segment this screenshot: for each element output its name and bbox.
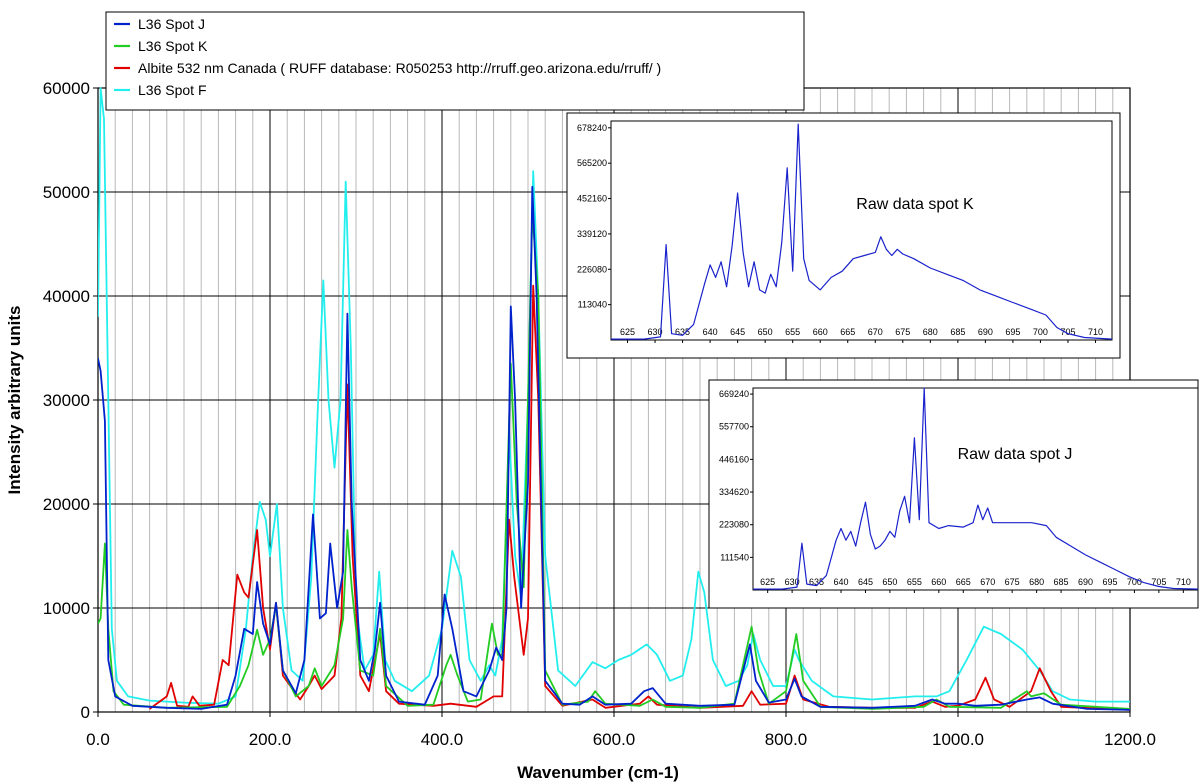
inset-x-tick-label: 625 — [760, 577, 775, 587]
inset-x-tick-label: 675 — [1005, 577, 1020, 587]
inset-x-tick-label: 655 — [907, 577, 922, 587]
inset-x-tick-label: 640 — [834, 577, 849, 587]
inset-plot-border — [752, 387, 1199, 591]
inset-x-tick-label: 670 — [868, 327, 883, 337]
x-axis-ticks: 0.0 200.0 400.0 600.0 800.0 1000.0 1200.0 — [86, 712, 1156, 749]
inset-spot-k: 113040 226080 339120 452160 565200 678240 625 6… — [566, 112, 1121, 359]
x-tick-label: 1200.0 — [1104, 730, 1156, 749]
x-tick-label: 600.0 — [593, 730, 636, 749]
inset-x-tick-label: 685 — [1054, 577, 1069, 587]
inset-x-tick-label: 660 — [813, 327, 828, 337]
inset-y-tick-label: 226080 — [577, 264, 607, 274]
inset-x-tick-label: 685 — [950, 327, 965, 337]
inset-y-tick-label: 669240 — [719, 389, 749, 399]
y-tick-label: 30000 — [43, 391, 90, 410]
inset-x-tick-label: 630 — [785, 577, 800, 587]
inset-y-tick-label: 678240 — [577, 123, 607, 133]
y-tick-label: 60000 — [43, 79, 90, 98]
x-tick-label: 400.0 — [421, 730, 464, 749]
y-tick-label: 20000 — [43, 495, 90, 514]
x-axis-title: Wavenumber (cm-1) — [517, 763, 679, 782]
y-axis-ticks: 0 10000 20000 30000 40000 50000 60000 — [43, 79, 98, 722]
inset-y-tick-label: 446160 — [719, 454, 749, 464]
inset-x-tick-label: 665 — [956, 577, 971, 587]
inset-title: Raw data spot K — [856, 196, 974, 213]
inset-y-tick-label: 452160 — [577, 194, 607, 204]
inset-y-tick-label: 339120 — [577, 229, 607, 239]
inset-x-tick-label: 630 — [648, 327, 663, 337]
inset-x-tick-label: 650 — [758, 327, 773, 337]
legend-box — [105, 11, 805, 111]
inset-y-tick-label: 113040 — [578, 300, 607, 310]
inset-frame — [566, 112, 1121, 359]
inset-x-tick-label: 705 — [1060, 327, 1075, 337]
inset-y-tick-label: 334620 — [719, 487, 749, 497]
inset-x-tick-label: 680 — [923, 327, 938, 337]
inset-spectrum-line — [753, 387, 1199, 590]
inset-x-tick-label: 665 — [840, 327, 855, 337]
legend-label: Albite 532 nm Canada ( RUFF database: R0… — [138, 60, 661, 76]
inset-x-tick-label: 680 — [1029, 577, 1044, 587]
x-tick-label: 0.0 — [86, 730, 110, 749]
series-layer — [98, 87, 1130, 711]
legend: L36 Spot J L36 Spot K Albite 532 nm Canada… — [105, 11, 805, 111]
inset-y-tick-label: 565200 — [577, 158, 607, 168]
inset-x-tick-label: 695 — [1005, 327, 1020, 337]
y-tick-label: 40000 — [43, 287, 90, 306]
y-tick-label: 50000 — [43, 183, 90, 202]
y-axis-title: Intensity arbitrary units — [5, 306, 24, 495]
inset-x-tick-label: 640 — [703, 327, 718, 337]
inset-x-tick-label: 655 — [785, 327, 800, 337]
inset-y-tick-label: 557700 — [719, 422, 749, 432]
inset-x-tick-label: 690 — [1078, 577, 1093, 587]
legend-label: L36 Spot K — [138, 38, 208, 54]
series-line-l36-spot-k — [98, 211, 1130, 710]
inset-x-tick-label: 710 — [1176, 577, 1191, 587]
inset-x-tick-label: 700 — [1033, 327, 1048, 337]
inset-spectrum-line — [611, 123, 1113, 340]
legend-label: L36 Spot F — [138, 82, 207, 98]
inset-title: Raw data spot J — [958, 446, 1073, 463]
inset-x-tick-label: 650 — [882, 577, 897, 587]
inset-x-tick-label: 675 — [895, 327, 910, 337]
inset-y-tick-label: 223080 — [719, 520, 749, 530]
inset-spot-j: 111540 223080 334620 446160 557700 669240 625 6… — [708, 379, 1199, 609]
x-tick-label: 1000.0 — [932, 730, 984, 749]
inset-x-tick-label: 635 — [809, 577, 824, 587]
inset-x-tick-label: 645 — [858, 577, 873, 587]
y-tick-label: 10000 — [43, 599, 90, 618]
inset-x-tick-label: 700 — [1127, 577, 1142, 587]
inset-x-tick-label: 710 — [1088, 327, 1103, 337]
inset-x-tick-label: 695 — [1102, 577, 1117, 587]
x-tick-label: 200.0 — [249, 730, 292, 749]
inset-x-tick-label: 660 — [931, 577, 946, 587]
legend-label: L36 Spot J — [138, 16, 205, 32]
insets: 113040 226080 339120 452160 565200 678240 625 6… — [566, 112, 1199, 609]
inset-y-tick-label: 111540 — [720, 552, 749, 562]
inset-x-tick-label: 645 — [730, 327, 745, 337]
inset-x-tick-label: 690 — [978, 327, 993, 337]
x-tick-label: 800.0 — [765, 730, 808, 749]
series-line-l36-spot-j — [98, 185, 1130, 711]
inset-x-tick-label: 625 — [620, 327, 635, 337]
inset-x-tick-label: 670 — [980, 577, 995, 587]
inset-x-tick-label: 635 — [675, 327, 690, 337]
inset-plot-border — [610, 120, 1113, 341]
y-tick-label: 0 — [81, 703, 90, 722]
inset-x-tick-label: 705 — [1151, 577, 1166, 587]
